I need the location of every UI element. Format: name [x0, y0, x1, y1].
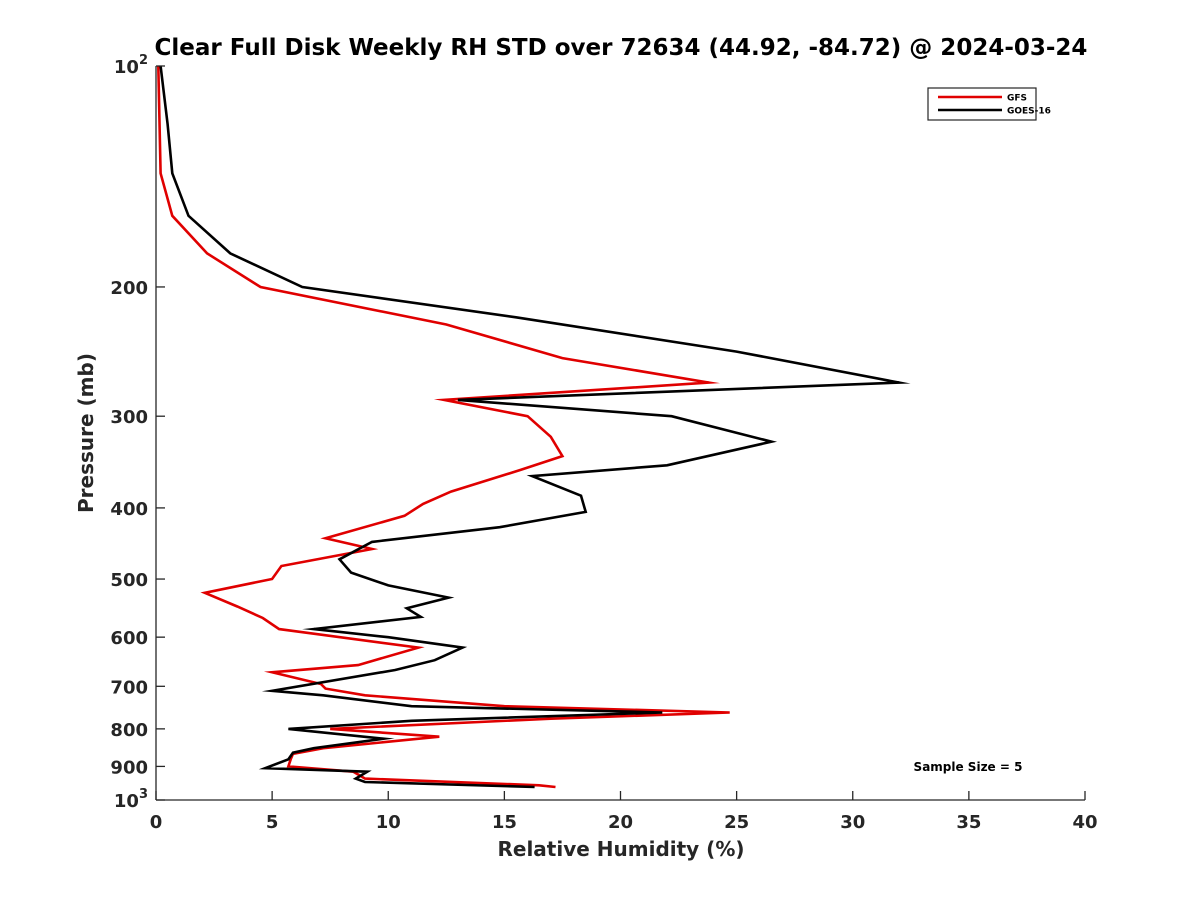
- x-ticks: 0 5 10 15 20 25 30 35 40: [150, 791, 1098, 833]
- y-tick-label: 103: [114, 787, 148, 812]
- x-tick-label: 40: [1072, 812, 1097, 833]
- x-tick-label: 15: [492, 812, 517, 833]
- x-tick-label: 20: [608, 812, 633, 833]
- series-layer: [157, 65, 911, 789]
- legend-box: [927, 87, 1037, 121]
- y-tick-label: 800: [110, 720, 148, 741]
- x-tick-label: 0: [150, 812, 163, 833]
- y-tick-label: 600: [110, 628, 148, 649]
- y-tick-label: 500: [110, 570, 148, 591]
- y-tick-label: 102: [114, 53, 148, 78]
- chart-title: Clear Full Disk Weekly RH STD over 72634…: [155, 35, 1088, 61]
- x-tick-label: 30: [840, 812, 865, 833]
- x-tick-label: 35: [956, 812, 981, 833]
- x-tick-label: 10: [376, 812, 401, 833]
- legend-label-goes16: GOES-16: [1007, 107, 1051, 117]
- legend-label-gfs: GFS: [1007, 94, 1027, 104]
- legend: GFS GOES-16: [927, 87, 1051, 121]
- y-tick-label: 700: [110, 677, 148, 698]
- x-tick-label: 5: [266, 812, 279, 833]
- series-line-goes16: [159, 65, 911, 789]
- y-ticks: 102 200 300 400 500 600 700 800 900 103: [110, 53, 165, 812]
- y-tick-label: 300: [110, 407, 148, 428]
- x-axis-label: Relative Humidity (%): [497, 837, 744, 861]
- y-tick-label: 400: [110, 499, 148, 520]
- y-tick-label: 900: [110, 757, 148, 778]
- sample-size-annotation: Sample Size = 5: [914, 760, 1023, 774]
- x-tick-label: 25: [724, 812, 749, 833]
- y-axis-label: Pressure (mb): [74, 353, 98, 513]
- y-tick-label: 200: [110, 278, 148, 299]
